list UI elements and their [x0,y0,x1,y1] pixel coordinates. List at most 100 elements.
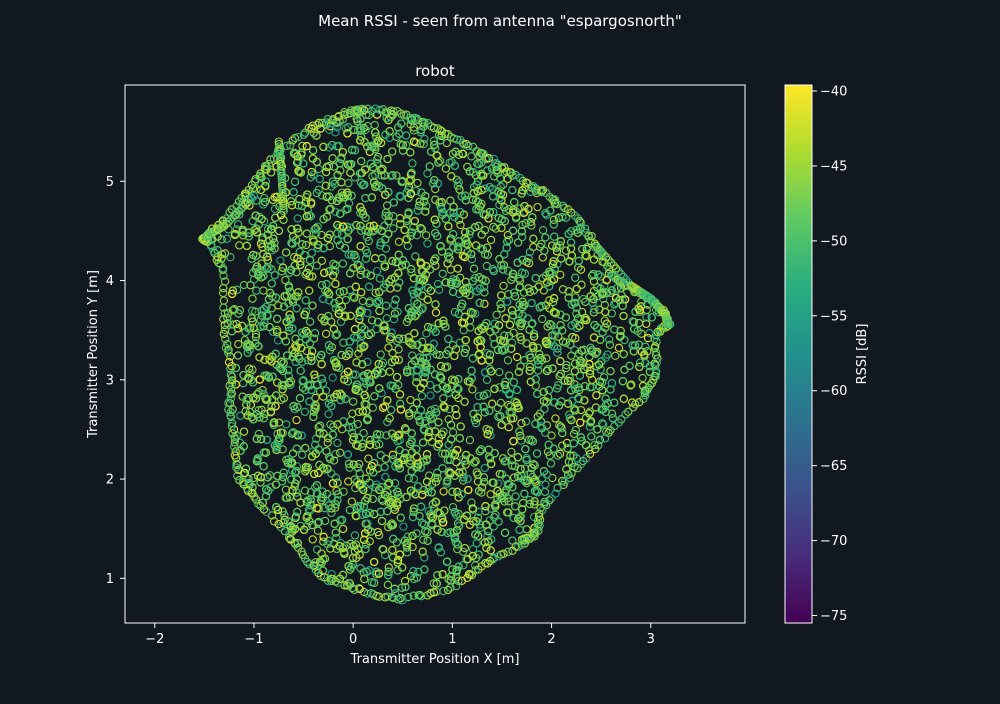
scatter-point [383,154,392,164]
scatter-point [249,415,258,424]
scatter-point [370,254,380,263]
scatter-point [367,316,377,325]
scatter-point [251,332,261,342]
scatter-point [407,360,417,369]
scatter-point [369,221,378,230]
scatter-point [345,347,354,356]
scatter-point [288,429,297,438]
scatter-point [566,238,576,247]
scatter-point [376,350,385,359]
scatter-point [512,385,522,395]
scatter-point [388,499,397,509]
scatter-point [432,579,441,588]
scatter-point [262,264,271,273]
scatter-point [497,291,506,300]
scatter-point [415,415,424,425]
scatter-point [413,287,422,297]
scatter-point [348,409,357,418]
scatter-point [590,441,599,450]
scatter-point [497,494,507,503]
scatter-point [301,296,310,305]
scatter-point [589,269,598,279]
scatter-point [444,252,453,261]
scatter-point [389,212,398,221]
scatter-point [362,249,372,258]
scatter-point [366,435,375,445]
scatter-point [411,252,420,261]
scatter-point [402,368,412,377]
scatter-point [331,128,340,137]
scatter-point [298,240,307,249]
scatter-point [469,188,478,198]
scatter-point [354,433,364,443]
scatter-point [264,295,274,304]
scatter-point [625,361,634,371]
scatter-point [635,305,645,315]
scatter-point [274,226,284,236]
scatter-point [597,290,607,299]
scatter-point [321,167,331,177]
scatter-point [385,414,394,423]
scatter-point [352,380,362,389]
scatter-point [292,415,301,425]
scatter-point [412,452,421,461]
scatter-point [439,316,448,325]
scatter-point [310,483,320,492]
scatter-point [422,363,431,372]
scatter-point [568,332,577,342]
scatter-point [350,293,359,302]
scatter-point [338,147,347,157]
scatter-point [272,445,281,455]
scatter-point [585,369,595,379]
scatter-point [530,497,539,506]
scatter-point [533,343,542,352]
scatter-point [452,411,461,420]
scatter-point [441,164,451,173]
scatter-point [576,418,585,427]
scatter-point [327,493,337,502]
scatter-point [517,419,526,428]
scatter-point [354,349,363,358]
scatter-point [526,377,535,386]
scatter-point [545,267,554,277]
scatter-point [308,301,317,310]
scatter-point [272,314,282,323]
scatter-point [420,412,429,421]
scatter-point [499,260,509,270]
scatter-point [362,269,371,278]
scatter-point [260,197,270,207]
scatter-point [351,253,360,262]
scatter-point [423,239,432,248]
scatter-point [353,333,362,342]
scatter-point [580,365,589,374]
scatter-point [433,442,442,451]
scatter-point [344,226,353,235]
scatter-point [363,519,372,528]
scatter-point [356,208,365,218]
scatter-point [345,160,354,170]
scatter-point [394,237,404,246]
scatter-point [293,507,302,517]
scatter-point [454,237,463,246]
scatter-point [432,151,441,160]
scatter-point [627,380,636,389]
scatter-point [434,158,443,167]
scatter-point [461,456,470,465]
scatter-point [244,228,254,237]
scatter-point [577,436,586,446]
scatter-point [317,374,326,383]
scatter-point [336,389,345,398]
scatter-point [515,513,525,522]
scatter-point [472,539,481,548]
scatter-point [341,124,350,133]
scatter-point [333,220,342,230]
scatter-point [459,318,468,328]
scatter-point [423,169,432,178]
scatter-point [364,330,373,340]
scatter-point [439,402,448,411]
scatter-point [495,367,504,377]
scatter-point [259,322,268,331]
scatter-point [251,339,260,348]
scatter-point [226,253,235,262]
